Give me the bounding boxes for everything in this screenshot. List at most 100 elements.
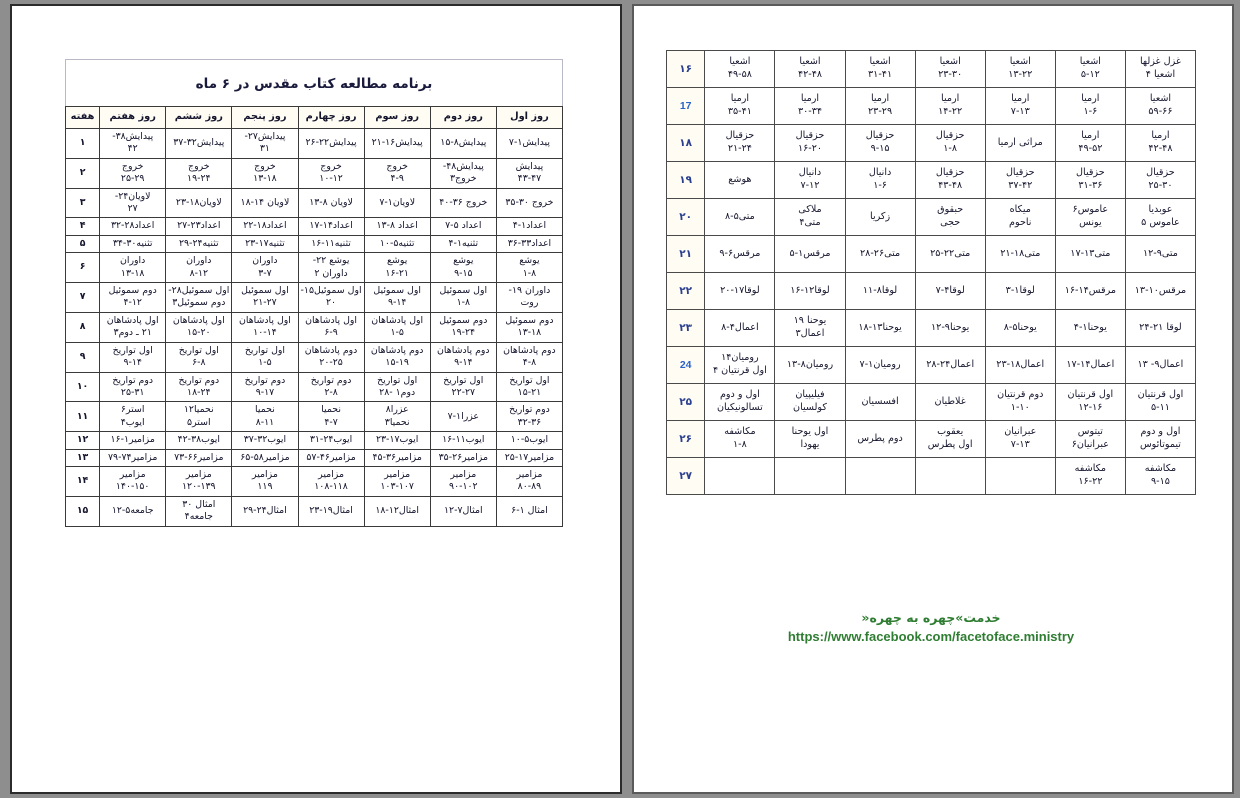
reading-cell-day-2: عزرا۱-۷ bbox=[429, 401, 497, 433]
table-row: دوم سموئیل ۱۳-۱۸ دوم سموئیل ۱۹-۲۴ اول پادشاه… bbox=[64, 311, 564, 343]
reading-cell-day-3: ایوب۱۷-۲۳ bbox=[363, 431, 431, 450]
table-row: خروج ۳۰-۳۵ خروج ۳۶-۴۰ لاویان۱-۷ لاویان ۸-۱۳… bbox=[64, 187, 564, 219]
right-page-sheet: غزل غزلها اشعیا ۴ اشعیا ۵-۱۲ اشعیا ۱۳-۲۲ اشعیا… bbox=[665, 50, 1197, 644]
reading-cell-day-7: جامعه۵-۱۲ bbox=[99, 495, 167, 527]
table-row: لوقا ۲۱-۲۴ یوحنا۱-۴ یوحنا۵-۸ یوحنا۹-۱۲ یوحنا… bbox=[665, 309, 1197, 347]
reading-cell-day-1: اول تواریخ ۱۵-۲۱ bbox=[495, 371, 564, 403]
page-footer: خدمت»چهره به چهره« https://www.facebook.… bbox=[666, 610, 1196, 644]
table-header-row: روز اول روز دوم روز سوم روز چهارم روز پنجم رو… bbox=[64, 106, 564, 129]
reading-cell-day-2: تیتوس عبرانیان۶ bbox=[1054, 420, 1126, 458]
reading-cell-day-2: اول تواریخ ۲۲-۲۷ bbox=[429, 371, 497, 403]
reading-cell-day-7: دوم تواریخ ۲۵-۳۱ bbox=[99, 371, 167, 403]
table-row: امثال ۱-۶ امثال۷-۱۲ امثال۱۲-۱۸ امثال۱۹-۲۳ ام… bbox=[64, 495, 564, 527]
reading-cell-day-5: لاویان ۱۴-۱۸ bbox=[231, 187, 299, 219]
reading-cell-day-7: اول و دوم تسالونیکیان bbox=[704, 383, 776, 421]
reading-cell-day-1: اشعیا ۵۹-۶۶ bbox=[1124, 87, 1197, 125]
table-row: دوم پادشاهان ۴-۸ دوم پادشاهان ۹-۱۴ دوم پادشا… bbox=[64, 341, 564, 373]
week-number: ۱۳ bbox=[64, 448, 101, 467]
reading-cell-day-5: افسسیان bbox=[844, 383, 916, 421]
reading-cell-day-6: ارمیا ۳۰-۳۴ bbox=[774, 87, 846, 125]
week-number: ۱۶ bbox=[665, 50, 706, 88]
reading-cell-day-5: حزقیال ۹-۱۵ bbox=[844, 124, 916, 162]
reading-cell-day-7: مکاشفه ۱-۸ bbox=[704, 420, 776, 458]
reading-cell-day-2: دوم پادشاهان ۹-۱۴ bbox=[429, 341, 497, 373]
reading-cell-day-5: ارمیا ۲۳-۲۹ bbox=[844, 87, 916, 125]
reading-cell-day-6: ایوب۳۸-۴۲ bbox=[165, 431, 233, 450]
week-number: ۲ bbox=[64, 157, 101, 189]
reading-cell-day-2: ارمیا ۱-۶ bbox=[1054, 87, 1126, 125]
reading-cell-day-2: امثال۷-۱۲ bbox=[429, 495, 497, 527]
reading-cell-day-6: پیدایش۳۲-۳۷ bbox=[165, 128, 233, 159]
reading-cell-day-6: رومیان۸-۱۳ bbox=[774, 346, 846, 384]
reading-cell-day-4: اول پادشاهان ۶-۹ bbox=[297, 311, 365, 343]
reading-cell-day-2: اعداد ۵-۷ bbox=[429, 217, 497, 236]
reading-cell-day-3: اشعیا ۱۳-۲۲ bbox=[984, 50, 1056, 88]
week-number: ۱۲ bbox=[64, 431, 101, 450]
reading-cell-day-2: تثنیه۱-۴ bbox=[429, 234, 497, 254]
reading-cell-day-4: غلاطیان bbox=[914, 383, 986, 421]
reading-cell-day-4: مزامیر۴۶-۵۷ bbox=[297, 448, 365, 467]
reading-cell-day-3: میکاه ناحوم bbox=[984, 198, 1056, 236]
reading-cell-day-4: نحمیا ۴-۷ bbox=[297, 401, 365, 433]
schedule-table-continued: غزل غزلها اشعیا ۴ اشعیا ۵-۱۲ اشعیا ۱۳-۲۲ اشعیا… bbox=[665, 50, 1197, 495]
reading-cell-day-4: لوقا۴-۷ bbox=[914, 272, 986, 310]
reading-cell-day-7: اول تواریخ ۹-۱۴ bbox=[99, 341, 167, 373]
reading-cell-day-1: ایوب۵-۱۰ bbox=[495, 431, 564, 450]
column-header-day-1: روز اول bbox=[495, 106, 564, 129]
reading-cell-day-6: اول تواریخ ۶-۸ bbox=[165, 341, 233, 373]
week-number: ۱۰ bbox=[64, 371, 101, 403]
reading-cell-day-7: اشعیا ۴۹-۵۸ bbox=[704, 50, 776, 88]
left-page-sheet: برنامه مطالعه کتاب مقدس در ۶ ماه روز اول… bbox=[64, 59, 564, 527]
reading-cell-day-3: تثنیه۵-۱۰ bbox=[363, 234, 431, 254]
table-row: مکاشفه ۹-۱۵ مکاشفه ۱۶-۲۲ ۲۷ bbox=[665, 457, 1197, 495]
reading-cell-day-6: مزامیر۶۶-۷۳ bbox=[165, 448, 233, 467]
reading-cell-day-3: پیدایش۱۶-۲۱ bbox=[363, 128, 431, 159]
table-row: اعداد۳۳-۳۶ تثنیه۱-۴ تثنیه۵-۱۰ تثنیه۱۱-۱۶ تثن… bbox=[64, 234, 564, 254]
reading-cell-day-5: اول پادشاهان ۱۰-۱۴ bbox=[231, 311, 299, 343]
reading-cell-day-1: لوقا ۲۱-۲۴ bbox=[1124, 309, 1197, 347]
week-number: ۱ bbox=[64, 128, 101, 159]
page-title: برنامه مطالعه کتاب مقدس در ۶ ماه bbox=[195, 76, 433, 92]
reading-cell-day-5: دانیال ۱-۶ bbox=[844, 161, 916, 199]
reading-cell-day-5: زکریا bbox=[844, 198, 916, 236]
reading-cell-day-6: لوقا۱۲-۱۶ bbox=[774, 272, 846, 310]
facebook-link[interactable]: https://www.facebook.com/facetoface.mini… bbox=[787, 629, 1075, 644]
reading-cell-day-6: اول پادشاهان ۱۵-۲۰ bbox=[165, 311, 233, 343]
schedule-table-body: پیدایش۱-۷ پیدایش۸-۱۵ پیدایش۱۶-۲۱ پیدایش۲۲-۲… bbox=[64, 128, 564, 527]
reading-cell-day-7: مزامیر۷۴-۷۹ bbox=[99, 448, 167, 467]
reading-cell-day-1: خروج ۳۰-۳۵ bbox=[495, 187, 564, 219]
week-number: ۷ bbox=[64, 282, 101, 313]
week-number: ۱۸ bbox=[665, 124, 706, 162]
reading-cell-day-2: مزامیر۲۶-۳۵ bbox=[429, 448, 497, 467]
reading-cell-day-6: داوران ۸-۱۲ bbox=[165, 252, 233, 284]
reading-cell-day-3: ارمیا ۷-۱۳ bbox=[984, 87, 1056, 125]
reading-cell-day-6: مرقس۱-۵ bbox=[774, 235, 846, 273]
reading-cell-day-5: لوقا۸-۱۱ bbox=[844, 272, 916, 310]
reading-cell-day-3: عبرانیان ۷-۱۳ bbox=[984, 420, 1056, 458]
reading-cell-day-4: اعداد۱۴-۱۷ bbox=[297, 217, 365, 236]
reading-cell-day-5: مزامیر۵۸-۶۵ bbox=[231, 448, 299, 467]
reading-cell-day-2: حزقیال ۳۱-۳۶ bbox=[1054, 161, 1126, 199]
reading-cell-day-1: مزامیر ۸۰-۸۹ bbox=[495, 465, 564, 497]
reading-cell-day-5: خروج ۱۳-۱۸ bbox=[231, 157, 299, 189]
reading-cell-day-4: اول سموئیل۱۵- ۲۰ bbox=[297, 282, 365, 313]
reading-cell-day-2: مرقس۱۴-۱۶ bbox=[1054, 272, 1126, 310]
schedule-table-continued-body: غزل غزلها اشعیا ۴ اشعیا ۵-۱۲ اشعیا ۱۳-۲۲ اشعیا… bbox=[665, 50, 1197, 495]
reading-cell-day-5: داوران ۳-۷ bbox=[231, 252, 299, 284]
table-row: ایوب۵-۱۰ ایوب۱۱-۱۶ ایوب۱۷-۲۳ ایوب۲۴-۳۱ ایوب۳… bbox=[64, 431, 564, 450]
reading-cell-day-3: عزرا۸ نحمیا۳ bbox=[363, 401, 431, 433]
reading-cell-day-1: دوم پادشاهان ۴-۸ bbox=[495, 341, 564, 373]
reading-cell-day-3: دوم قرنتیان ۱-۱۰ bbox=[984, 383, 1056, 421]
table-row: غزل غزلها اشعیا ۴ اشعیا ۵-۱۲ اشعیا ۱۳-۲۲ اشعیا… bbox=[665, 50, 1197, 88]
table-row: اعداد۱-۴ اعداد ۵-۷ اعداد ۸-۱۳ اعداد۱۴-۱۷ اعد… bbox=[64, 217, 564, 236]
reading-cell-day-4: یوشع ۲۲- داوران ۲ bbox=[297, 252, 365, 284]
reading-cell-day-1: اعداد۳۳-۳۶ bbox=[495, 234, 564, 254]
reading-cell-day-2: پیدایش۸-۱۵ bbox=[429, 128, 497, 159]
column-header-day-4: روز چهارم bbox=[297, 106, 365, 129]
week-number: ۱۹ bbox=[665, 161, 706, 199]
table-row: حزقیال ۲۵-۳۰ حزقیال ۳۱-۳۶ حزقیال ۳۷-۴۲ حزقیال ۴… bbox=[665, 161, 1197, 199]
reading-cell-day-7: مرقس۶-۹ bbox=[704, 235, 776, 273]
reading-cell-day-1: مکاشفه ۹-۱۵ bbox=[1124, 457, 1197, 495]
reading-cell-day-1: اول و دوم تیموتائوس bbox=[1124, 420, 1197, 458]
reading-cell-day-7: اعمال۴-۸ bbox=[704, 309, 776, 347]
